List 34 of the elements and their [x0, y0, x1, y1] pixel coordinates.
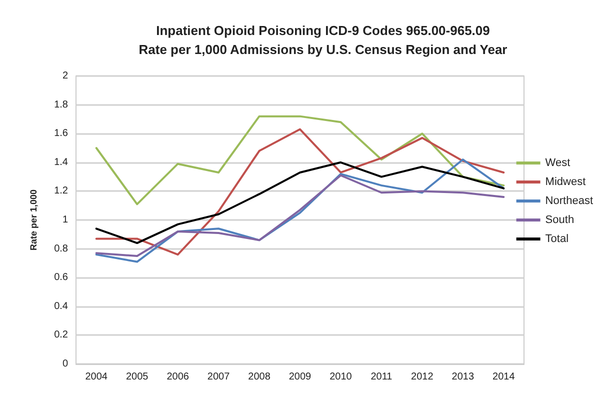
- x-tick-label: 2007: [207, 372, 230, 382]
- legend-label: West: [545, 157, 570, 169]
- y-tick-label: 1.4: [54, 156, 68, 168]
- line-series: [95, 161, 505, 244]
- legend-label: Midwest: [545, 176, 586, 188]
- chart-title: Inpatient Opioid Poisoning ICD-9 Codes 965.00-965.09 Rate per 1,000 Admissions by U.S. Census Region and Year: [138, 23, 508, 57]
- y-tick-label: 2: [62, 70, 68, 82]
- x-tick-label: 2009: [288, 372, 312, 382]
- line-series: [95, 128, 505, 256]
- line-series: [95, 158, 505, 263]
- x-tick-label: 2006: [166, 372, 190, 382]
- y-tick-label: 1.6: [54, 128, 68, 140]
- line-series: [95, 174, 505, 257]
- y-tick-label: 1.2: [54, 186, 68, 197]
- y-tick-label: 1.8: [54, 99, 68, 110]
- x-tick-label: 2014: [492, 372, 516, 382]
- legend-label: Total: [545, 233, 569, 245]
- legend-label: Northeast: [545, 195, 594, 207]
- y-tick-label: 0.2: [54, 330, 68, 341]
- y-tick-label: 0.8: [54, 243, 68, 254]
- x-tick-label: 2010: [330, 372, 352, 382]
- x-tick-label: 2008: [248, 372, 271, 382]
- legend-label: South: [545, 214, 574, 226]
- line-series: [95, 115, 505, 206]
- x-tick-label: 2011: [370, 372, 393, 382]
- y-tick-label: 1: [62, 214, 68, 226]
- y-axis-title: Rate per 1,000: [28, 189, 38, 251]
- x-tick-label: 2013: [452, 372, 474, 382]
- y-tick-label: 0.6: [54, 272, 68, 284]
- y-tick-label: 0.4: [54, 300, 68, 312]
- x-tick-label: 2004: [85, 372, 108, 382]
- x-tick-label: 2005: [126, 372, 149, 382]
- y-tick-label: 0: [62, 358, 68, 370]
- x-tick-label: 2012: [411, 372, 434, 382]
